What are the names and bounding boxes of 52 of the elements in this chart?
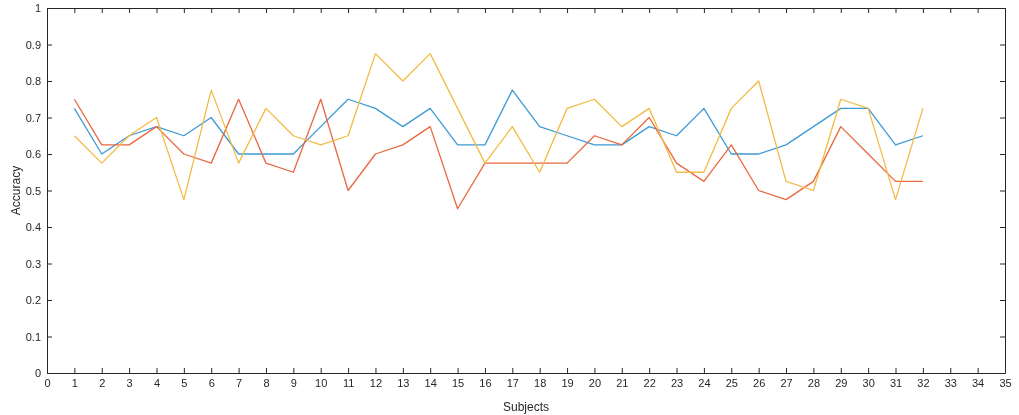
line-series bbox=[73, 89, 924, 155]
x-tick-label: 22 bbox=[643, 376, 656, 389]
x-axis-title: Subjects bbox=[502, 400, 550, 414]
x-tick-label: 9 bbox=[290, 376, 297, 389]
y-tick-label: 0.5 bbox=[25, 184, 41, 197]
x-tick-label: 20 bbox=[588, 376, 602, 389]
x-tick-label: 7 bbox=[236, 376, 243, 389]
x-tick-label: 19 bbox=[561, 376, 574, 389]
x-tick-label: 35 bbox=[999, 376, 1012, 389]
x-tick-label: 3 bbox=[126, 376, 133, 389]
x-tick-label: 1 bbox=[71, 376, 78, 389]
x-tick-label: 12 bbox=[369, 376, 383, 389]
y-tick-label: 0.2 bbox=[25, 294, 41, 307]
y-tick-label: 1 bbox=[34, 2, 41, 15]
x-tick-label: 30 bbox=[862, 376, 875, 389]
x-tick-label: 29 bbox=[835, 376, 848, 389]
x-tick-label: 8 bbox=[263, 376, 270, 389]
x-tick-label: 4 bbox=[153, 376, 161, 389]
y-tick-label: 0.3 bbox=[25, 257, 41, 270]
x-tick-label: 6 bbox=[208, 376, 215, 389]
y-tick-label: 0 bbox=[34, 367, 41, 380]
x-tick-label: 13 bbox=[397, 376, 410, 389]
x-tick-label: 18 bbox=[534, 376, 547, 389]
x-tick-label: 24 bbox=[698, 376, 711, 389]
x-tick-label: 28 bbox=[807, 376, 821, 389]
line-series bbox=[73, 52, 924, 201]
x-tick-label: 14 bbox=[424, 376, 437, 389]
x-tick-label: 31 bbox=[889, 376, 903, 389]
y-tick-label: 0.1 bbox=[25, 330, 41, 343]
x-tick-label: 34 bbox=[972, 376, 985, 389]
y-tick-label: 0.7 bbox=[25, 111, 41, 124]
x-tick-label: 26 bbox=[753, 376, 766, 389]
x-tick-label: 2 bbox=[99, 376, 106, 389]
y-axis-title: Accuracy bbox=[9, 165, 23, 216]
x-tick-label: 0 bbox=[44, 376, 51, 389]
line-series bbox=[73, 98, 924, 210]
x-tick-label: 27 bbox=[780, 376, 793, 389]
y-tick-label: 0.9 bbox=[25, 38, 41, 51]
x-tick-label: 32 bbox=[917, 376, 930, 389]
x-tick-label: 16 bbox=[479, 376, 492, 389]
x-tick-label: 5 bbox=[181, 376, 188, 389]
y-tick-label: 0.6 bbox=[25, 148, 41, 161]
x-tick-label: 21 bbox=[616, 376, 629, 389]
x-tick-label: 10 bbox=[315, 376, 328, 389]
x-tick-label: 11 bbox=[342, 376, 355, 389]
y-tick-label: 0.4 bbox=[25, 221, 41, 234]
x-tick-label: 25 bbox=[725, 376, 738, 389]
y-tick-label: 0.8 bbox=[25, 75, 41, 88]
x-tick-label: 15 bbox=[451, 376, 465, 389]
x-tick-label: 17 bbox=[506, 376, 519, 389]
x-tick-label: 23 bbox=[670, 376, 684, 389]
x-tick-label: 33 bbox=[944, 376, 957, 389]
